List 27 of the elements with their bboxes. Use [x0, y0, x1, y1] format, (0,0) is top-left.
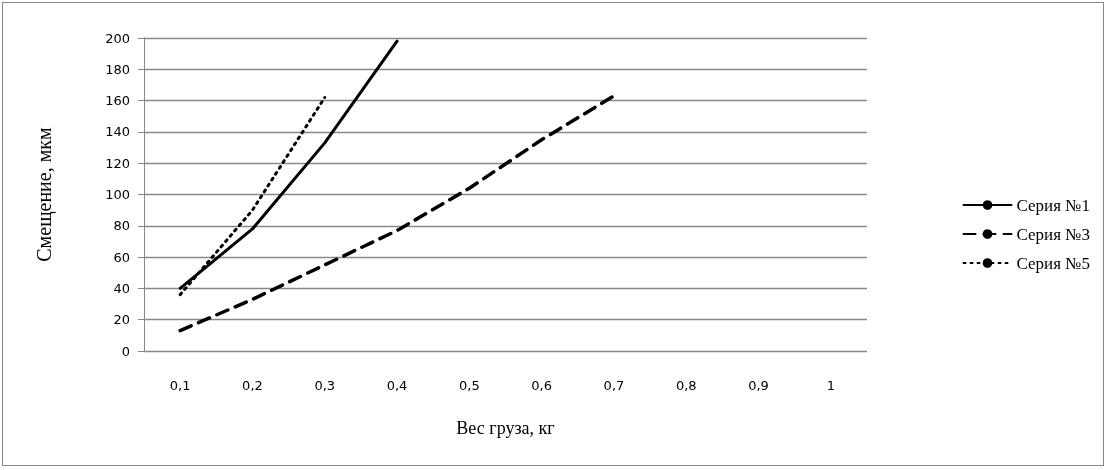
x-axis-title: Вес груза, кг: [456, 418, 555, 438]
y-axis-title: Смещение, мкм: [33, 126, 56, 262]
x-tick-label: 0,7: [603, 378, 625, 393]
y-tick-label: 40: [113, 280, 130, 296]
x-tick-label: 0,2: [242, 378, 263, 393]
y-tick-label: 0: [121, 343, 130, 359]
x-tick-label: 0,8: [675, 378, 697, 393]
y-tick-label: 80: [113, 218, 130, 234]
legend-label: Серия №3: [1016, 224, 1091, 244]
line-series: [178, 94, 616, 333]
x-tick-label: 0,4: [386, 378, 408, 393]
x-tick-label: 0,3: [314, 378, 336, 393]
y-tick-label: 100: [105, 187, 130, 202]
x-tick-label: 0,1: [169, 378, 191, 393]
y-tick-label: 140: [105, 124, 130, 140]
y-tick-label: 120: [105, 155, 130, 171]
legend-label: Серия №5: [1016, 253, 1091, 273]
y-tick-label: 180: [105, 61, 130, 77]
y-tick-label: 200: [105, 30, 130, 46]
x-tick-label: 0,9: [748, 378, 769, 393]
y-tick-label: 60: [113, 249, 130, 265]
legend-label: Серия №1: [1016, 195, 1091, 215]
x-tick-label: 0,5: [459, 378, 480, 393]
x-tick-label: 1: [826, 378, 835, 393]
y-tick-label: 160: [105, 93, 130, 109]
x-tick-label: 0,6: [531, 378, 552, 393]
y-tick-label: 20: [113, 312, 130, 328]
